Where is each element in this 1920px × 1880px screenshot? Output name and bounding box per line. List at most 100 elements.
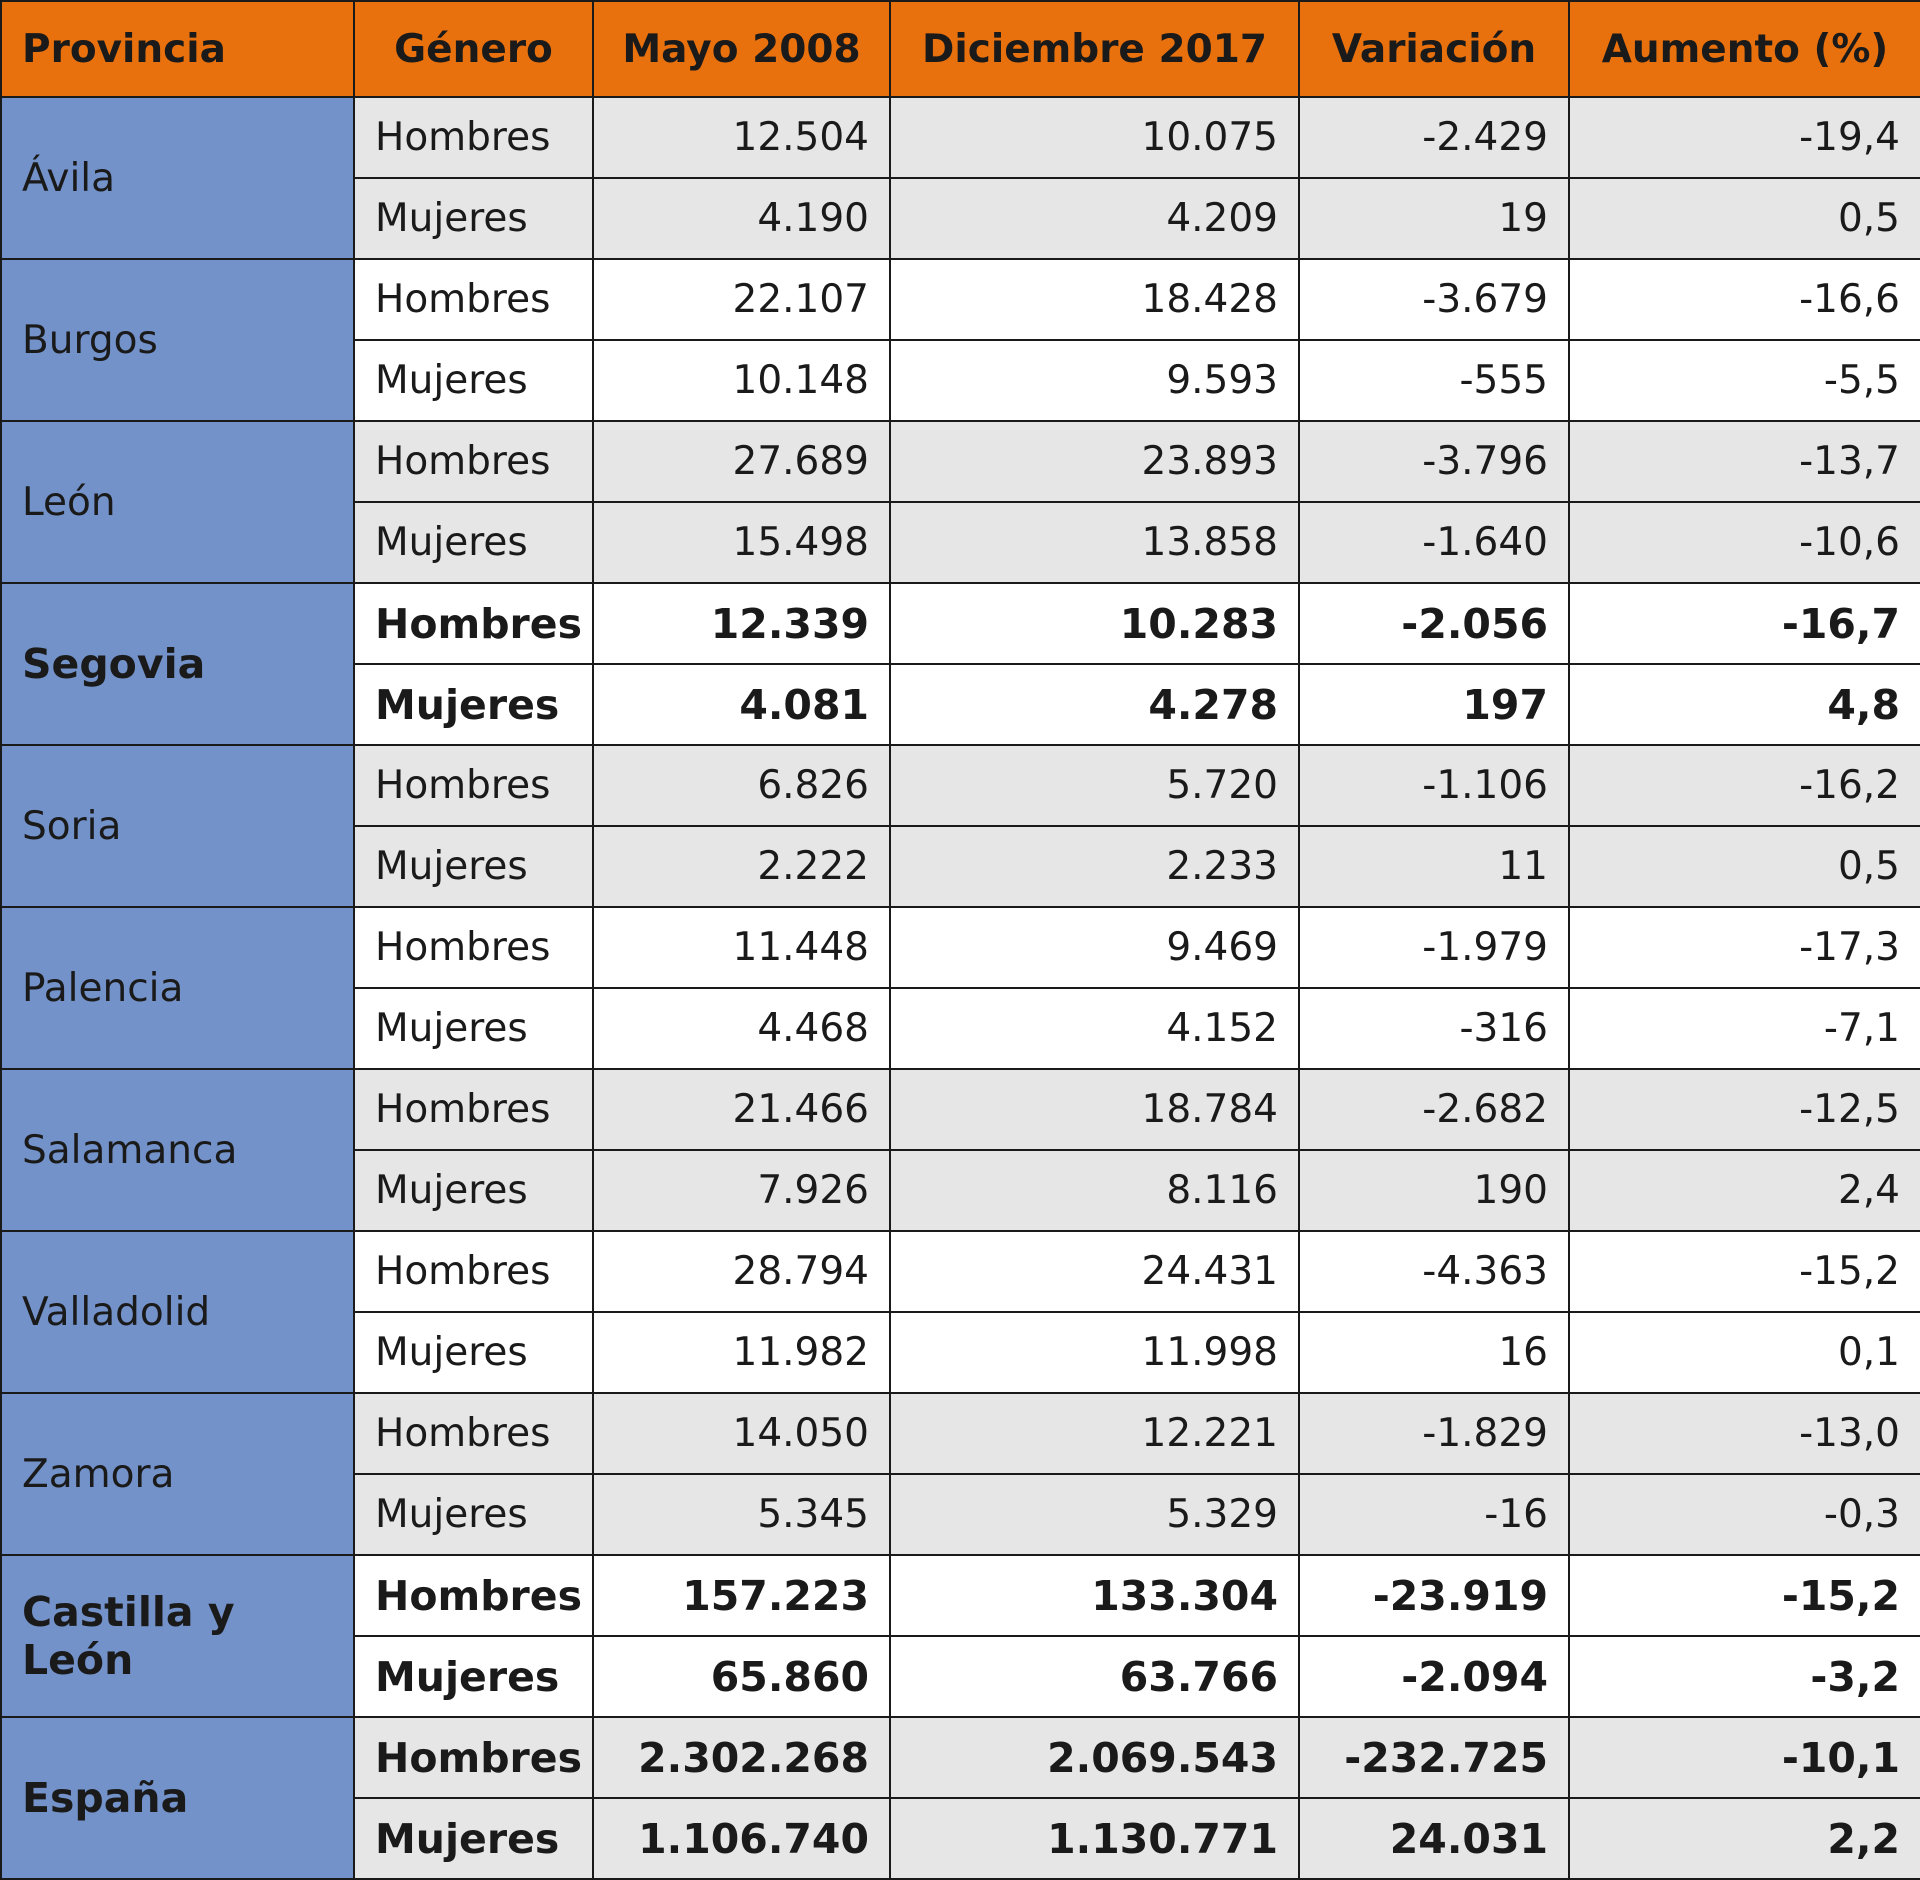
aumento-cell: -16,7 bbox=[1568, 582, 1920, 665]
mayo-2008-cell: 2.302.268 bbox=[592, 1716, 891, 1799]
table-row: León Hombres 27.689 23.893 -3.796 -13,7 bbox=[0, 420, 1920, 584]
mayo-2008-cell: 21.466 bbox=[592, 1068, 891, 1151]
mayo-2008-cell: 2.222 bbox=[592, 825, 891, 908]
diciembre-2017-cell: 4.152 bbox=[889, 987, 1300, 1070]
table-row: Mujeres 65.860 63.766 -2.094 -3,2 bbox=[1, 1635, 1920, 1718]
mayo-2008-cell: 157.223 bbox=[592, 1554, 891, 1637]
genero-cell: Mujeres bbox=[353, 177, 594, 260]
table-row: Mujeres 15.498 13.858 -1.640 -10,6 bbox=[1, 501, 1920, 584]
provincia-cell: España bbox=[0, 1716, 355, 1880]
diciembre-2017-cell: 2.069.543 bbox=[889, 1716, 1300, 1799]
genero-cell: Mujeres bbox=[353, 1797, 594, 1880]
variacion-cell: 24.031 bbox=[1298, 1797, 1570, 1880]
genero-cell: Hombres bbox=[353, 744, 594, 827]
diciembre-2017-cell: 4.278 bbox=[889, 663, 1300, 746]
genero-cell: Hombres bbox=[353, 1554, 594, 1637]
aumento-cell: -10,1 bbox=[1568, 1716, 1920, 1799]
aumento-cell: -15,2 bbox=[1568, 1230, 1920, 1313]
mayo-2008-cell: 11.448 bbox=[592, 906, 891, 989]
genero-cell: Mujeres bbox=[353, 1149, 594, 1232]
table-row: Mujeres 4.190 4.209 19 0,5 bbox=[1, 177, 1920, 260]
mayo-2008-cell: 5.345 bbox=[592, 1473, 891, 1556]
mayo-2008-cell: 6.826 bbox=[592, 744, 891, 827]
provincia-cell: Burgos bbox=[0, 258, 355, 422]
table-row: Mujeres 4.468 4.152 -316 -7,1 bbox=[1, 987, 1920, 1070]
variacion-cell: -23.919 bbox=[1298, 1554, 1570, 1637]
mayo-2008-cell: 28.794 bbox=[592, 1230, 891, 1313]
table-row: Castilla y León Hombres 157.223 133.304 -23.… bbox=[0, 1554, 1920, 1718]
table-row: Mujeres 10.148 9.593 -555 -5,5 bbox=[1, 339, 1920, 422]
diciembre-2017-cell: 9.593 bbox=[889, 339, 1300, 422]
provincia-cell: Valladolid bbox=[0, 1230, 355, 1394]
genero-cell: Hombres bbox=[353, 96, 594, 179]
aumento-cell: -3,2 bbox=[1568, 1635, 1920, 1718]
aumento-cell: -19,4 bbox=[1568, 96, 1920, 179]
table-row: Valladolid Hombres 28.794 24.431 -4.363 -15,2 bbox=[0, 1230, 1920, 1394]
diciembre-2017-cell: 23.893 bbox=[889, 420, 1300, 503]
table-row: Mujeres 7.926 8.116 190 2,4 bbox=[1, 1149, 1920, 1232]
diciembre-2017-cell: 24.431 bbox=[889, 1230, 1300, 1313]
diciembre-2017-cell: 8.116 bbox=[889, 1149, 1300, 1232]
genero-cell: Mujeres bbox=[353, 339, 594, 422]
genero-cell: Mujeres bbox=[353, 987, 594, 1070]
diciembre-2017-cell: 13.858 bbox=[889, 501, 1300, 584]
mayo-2008-cell: 7.926 bbox=[592, 1149, 891, 1232]
table-row: Mujeres 11.982 11.998 16 0,1 bbox=[1, 1311, 1920, 1394]
variacion-cell: -2.429 bbox=[1298, 96, 1570, 179]
variacion-cell: -3.796 bbox=[1298, 420, 1570, 503]
aumento-cell: -0,3 bbox=[1568, 1473, 1920, 1556]
table-row: Palencia Hombres 11.448 9.469 -1.979 -17,3 bbox=[0, 906, 1920, 1070]
variacion-cell: -2.094 bbox=[1298, 1635, 1570, 1718]
aumento-cell: -12,5 bbox=[1568, 1068, 1920, 1151]
genero-cell: Hombres bbox=[353, 1230, 594, 1313]
genero-cell: Mujeres bbox=[353, 501, 594, 584]
provincia-cell: Zamora bbox=[0, 1392, 355, 1556]
genero-cell: Hombres bbox=[353, 582, 594, 665]
table-row: Ávila Hombres 12.504 10.075 -2.429 -19,4 bbox=[0, 96, 1920, 260]
mayo-2008-cell: 4.190 bbox=[592, 177, 891, 260]
variacion-cell: -555 bbox=[1298, 339, 1570, 422]
aumento-cell: -15,2 bbox=[1568, 1554, 1920, 1637]
diciembre-2017-cell: 18.784 bbox=[889, 1068, 1300, 1151]
mayo-2008-cell: 14.050 bbox=[592, 1392, 891, 1475]
genero-cell: Hombres bbox=[353, 258, 594, 341]
diciembre-2017-cell: 2.233 bbox=[889, 825, 1300, 908]
mayo-2008-cell: 27.689 bbox=[592, 420, 891, 503]
aumento-cell: -17,3 bbox=[1568, 906, 1920, 989]
genero-cell: Hombres bbox=[353, 906, 594, 989]
aumento-cell: 0,5 bbox=[1568, 825, 1920, 908]
variacion-cell: -4.363 bbox=[1298, 1230, 1570, 1313]
variacion-cell: -1.640 bbox=[1298, 501, 1570, 584]
table-row: Segovia Hombres 12.339 10.283 -2.056 -16,7 bbox=[0, 582, 1920, 746]
column-header-variacion: Variación bbox=[1298, 0, 1570, 98]
variacion-cell: -1.106 bbox=[1298, 744, 1570, 827]
aumento-cell: 0,1 bbox=[1568, 1311, 1920, 1394]
genero-cell: Mujeres bbox=[353, 1635, 594, 1718]
variacion-cell: -232.725 bbox=[1298, 1716, 1570, 1799]
variacion-cell: -1.829 bbox=[1298, 1392, 1570, 1475]
provincia-cell: León bbox=[0, 420, 355, 584]
variacion-cell: 16 bbox=[1298, 1311, 1570, 1394]
header-row: Provincia Género Mayo 2008 Diciembre 201… bbox=[0, 0, 1920, 98]
mayo-2008-cell: 11.982 bbox=[592, 1311, 891, 1394]
table-row: Mujeres 5.345 5.329 -16 -0,3 bbox=[1, 1473, 1920, 1556]
provincia-cell: Segovia bbox=[0, 582, 355, 746]
table-row: Mujeres 1.106.740 1.130.771 24.031 2,2 bbox=[1, 1797, 1920, 1880]
provincia-cell: Castilla y León bbox=[0, 1554, 355, 1718]
mayo-2008-cell: 65.860 bbox=[592, 1635, 891, 1718]
aumento-cell: -16,2 bbox=[1568, 744, 1920, 827]
aumento-cell: -7,1 bbox=[1568, 987, 1920, 1070]
mayo-2008-cell: 4.468 bbox=[592, 987, 891, 1070]
genero-cell: Mujeres bbox=[353, 663, 594, 746]
diciembre-2017-cell: 12.221 bbox=[889, 1392, 1300, 1475]
diciembre-2017-cell: 5.329 bbox=[889, 1473, 1300, 1556]
mayo-2008-cell: 4.081 bbox=[592, 663, 891, 746]
genero-cell: Hombres bbox=[353, 1068, 594, 1151]
table-row: Mujeres 2.222 2.233 11 0,5 bbox=[1, 825, 1920, 908]
mayo-2008-cell: 12.504 bbox=[592, 96, 891, 179]
column-header-provincia: Provincia bbox=[0, 0, 355, 98]
genero-cell: Hombres bbox=[353, 1716, 594, 1799]
provincia-cell: Ávila bbox=[0, 96, 355, 260]
variacion-cell: -2.056 bbox=[1298, 582, 1570, 665]
